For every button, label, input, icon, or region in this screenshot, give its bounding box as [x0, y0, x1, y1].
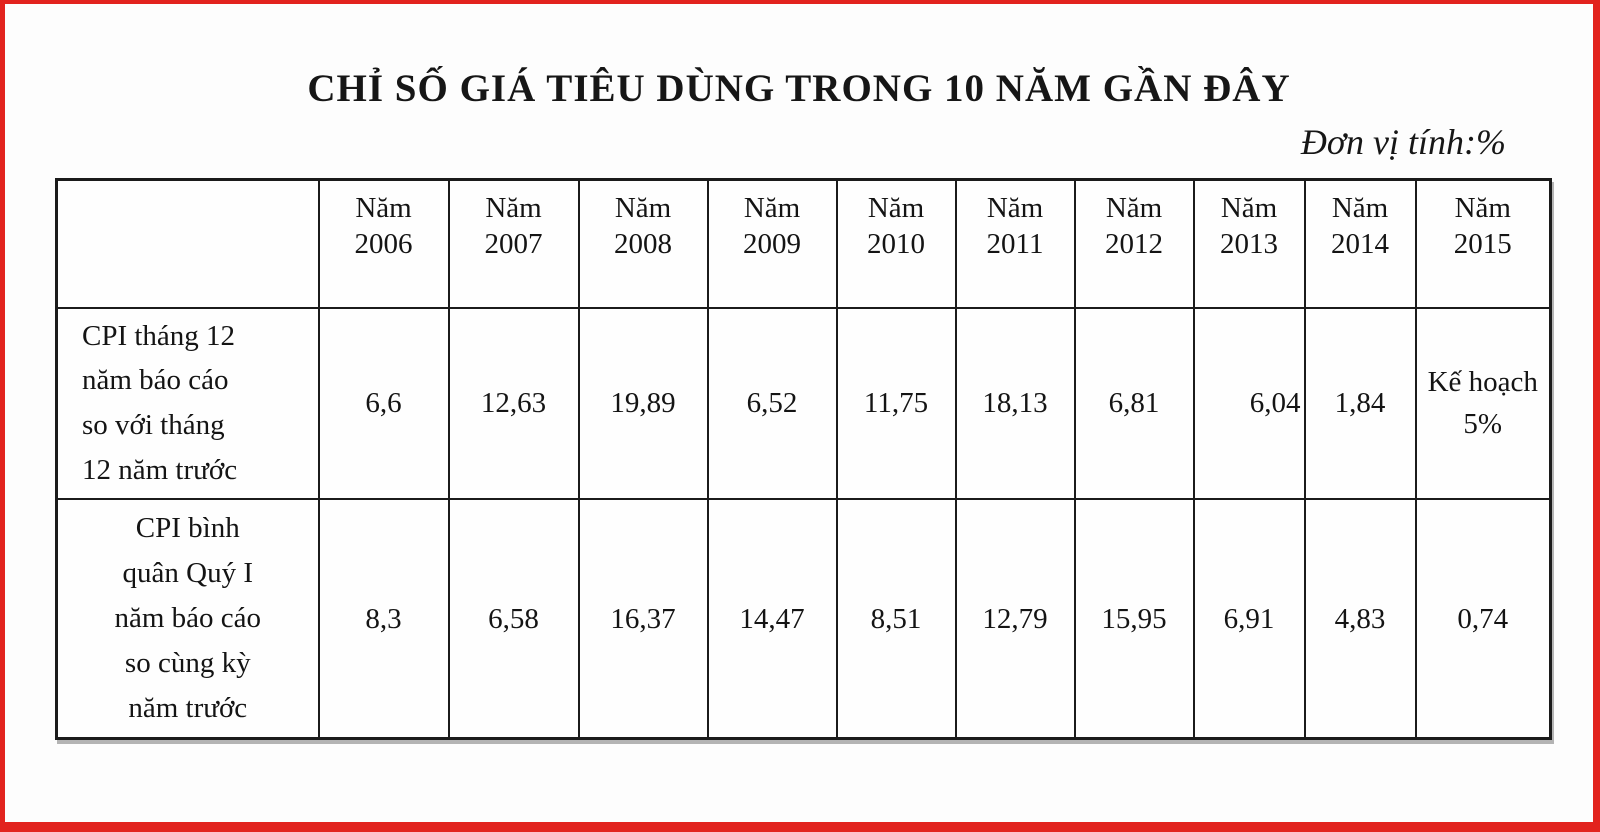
header-cell-nam-2010: Năm 2010: [835, 178, 957, 309]
value-cell-2014-r1: 1,84: [1303, 306, 1417, 500]
value-cell-2014-r2: 4,83: [1303, 497, 1417, 740]
row-label-cpi-q1-average: CPI bình quân Quý I năm báo cáo so cùng …: [55, 497, 320, 740]
header-cell-nam-2008: Năm 2008: [577, 178, 709, 309]
header-cell-nam-2006: Năm 2006: [317, 178, 450, 309]
value-cell-2006-r1: 6,6: [317, 306, 450, 500]
header-cell-nam-2009: Năm 2009: [706, 178, 838, 309]
page-title: CHỈ SỐ GIÁ TIÊU DÙNG TRONG 10 NĂM GẦN ĐÂ…: [307, 67, 1291, 110]
header-cell-nam-2011: Năm 2011: [954, 178, 1076, 309]
value-cell-2009-r2: 14,47: [706, 497, 838, 740]
table-row-cpi-q1-average: CPI bình quân Quý I năm báo cáo so cùng …: [55, 497, 1552, 740]
value-cell-2006-r2: 8,3: [317, 497, 450, 740]
value-cell-2015-r1-plan: Kế hoạch 5%: [1414, 306, 1552, 500]
value-cell-2010-r1: 11,75: [835, 306, 957, 500]
header-cell-nam-2013: Năm 2013: [1192, 178, 1306, 309]
header-cell-nam-2012: Năm 2012: [1073, 178, 1195, 309]
value-cell-2012-r1: 6,81: [1073, 306, 1195, 500]
value-cell-2011-r2: 12,79: [954, 497, 1076, 740]
unit-note: Đơn vị tính:%: [1300, 121, 1506, 162]
value-cell-2007-r2: 6,58: [447, 497, 580, 740]
header-cell-nam-2014: Năm 2014: [1303, 178, 1417, 309]
table-header-row: Năm 2006 Năm 2007 Năm 2008 Năm 2009 Năm …: [55, 178, 1552, 309]
value-cell-2008-r1: 19,89: [577, 306, 709, 500]
row-label-cpi-december: CPI tháng 12 năm báo cáo so với tháng 12…: [55, 306, 320, 500]
table-row-cpi-december: CPI tháng 12 năm báo cáo so với tháng 12…: [55, 306, 1552, 500]
header-cell-nam-2015: Năm 2015: [1414, 178, 1552, 309]
value-cell-2012-r2: 15,95: [1073, 497, 1195, 740]
value-cell-2010-r2: 8,51: [835, 497, 957, 740]
value-cell-2011-r1: 18,13: [954, 306, 1076, 500]
value-cell-2007-r1: 12,63: [447, 306, 580, 500]
cpi-table: Năm 2006 Năm 2007 Năm 2008 Năm 2009 Năm …: [55, 178, 1552, 741]
header-cell-nam-2007: Năm 2007: [447, 178, 580, 309]
value-cell-2013-r2: 6,91: [1192, 497, 1306, 740]
value-cell-2015-r2: 0,74: [1414, 497, 1552, 740]
value-cell-2013-r1: 6,04: [1192, 306, 1306, 500]
header-cell-empty: [55, 178, 320, 309]
value-cell-2009-r1: 6,52: [706, 306, 838, 500]
value-cell-2008-r2: 16,37: [577, 497, 709, 740]
